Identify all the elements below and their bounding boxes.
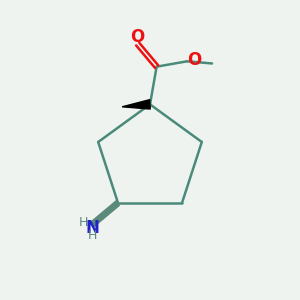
Polygon shape: [122, 100, 150, 109]
Text: H: H: [88, 229, 98, 242]
Text: N: N: [85, 219, 99, 237]
Text: O: O: [130, 28, 145, 46]
Text: O: O: [187, 51, 202, 69]
Text: H: H: [79, 216, 88, 229]
